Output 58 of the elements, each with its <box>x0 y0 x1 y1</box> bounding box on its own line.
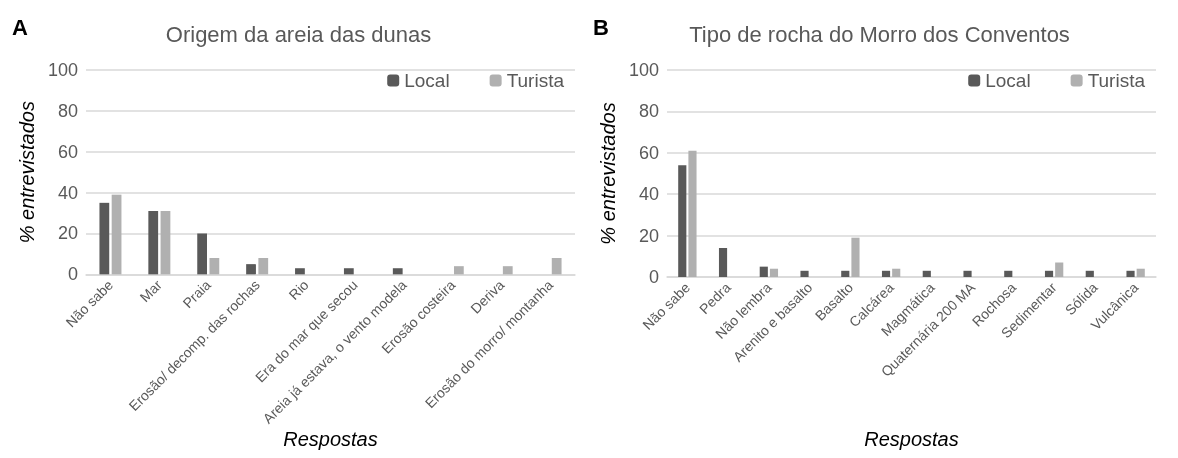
bar <box>678 165 687 277</box>
legend-label: Local <box>985 70 1031 91</box>
y-tick-label: 20 <box>57 223 78 244</box>
bar <box>453 266 464 275</box>
legend-label: Turista <box>1087 70 1146 91</box>
bar <box>551 258 562 275</box>
bar <box>1136 268 1145 277</box>
bar <box>1004 270 1013 277</box>
bar <box>246 264 256 275</box>
y-tick-label: 60 <box>57 141 78 162</box>
x-tick-label: Rio <box>285 276 312 303</box>
bar <box>759 266 768 277</box>
y-tick-label: 0 <box>67 264 78 285</box>
text: A <box>12 14 28 40</box>
bar <box>209 258 220 275</box>
bar <box>343 268 354 275</box>
bar <box>841 270 850 277</box>
bar <box>769 268 779 277</box>
x-tick-label: Mar <box>136 276 166 306</box>
bar <box>892 268 901 277</box>
y-tick-label: 80 <box>57 100 78 121</box>
bar <box>1044 270 1054 277</box>
bar <box>851 237 860 277</box>
bar <box>197 233 208 275</box>
y-tick-label: 100 <box>628 60 659 80</box>
bar <box>111 194 122 275</box>
bar <box>258 258 269 275</box>
chart-title: Origem da areia das dunas <box>165 21 432 47</box>
y-tick-label: 80 <box>638 101 659 122</box>
x-axis-title: Respostas <box>283 428 378 450</box>
bar <box>963 270 972 277</box>
y-axis-title: % entrevistados <box>597 102 620 245</box>
legend-label: Local <box>404 70 450 91</box>
bar <box>502 266 513 275</box>
y-tick-label: 0 <box>648 267 659 287</box>
bar <box>800 270 809 277</box>
bar <box>1055 262 1064 277</box>
bar <box>881 270 891 277</box>
text: B <box>593 14 609 40</box>
y-axis-title: % entrevistados <box>16 101 39 244</box>
legend-label: Turista <box>506 70 565 91</box>
bar <box>160 211 171 275</box>
y-tick-label: 100 <box>47 60 78 80</box>
bar <box>1126 270 1135 277</box>
bar <box>295 268 305 275</box>
y-tick-label: 40 <box>57 182 78 203</box>
bar <box>922 270 931 277</box>
bar <box>392 268 403 275</box>
y-tick-label: 20 <box>638 225 659 246</box>
x-axis-title: Respostas <box>864 428 959 450</box>
bar <box>718 248 728 277</box>
bar <box>99 202 110 275</box>
bar <box>688 150 697 277</box>
chart-title: Tipo de rocha do Morro dos Conventos <box>689 21 1070 47</box>
bar <box>1085 270 1094 277</box>
y-tick-label: 60 <box>638 142 659 163</box>
y-tick-label: 40 <box>638 184 659 205</box>
bar <box>148 211 159 275</box>
